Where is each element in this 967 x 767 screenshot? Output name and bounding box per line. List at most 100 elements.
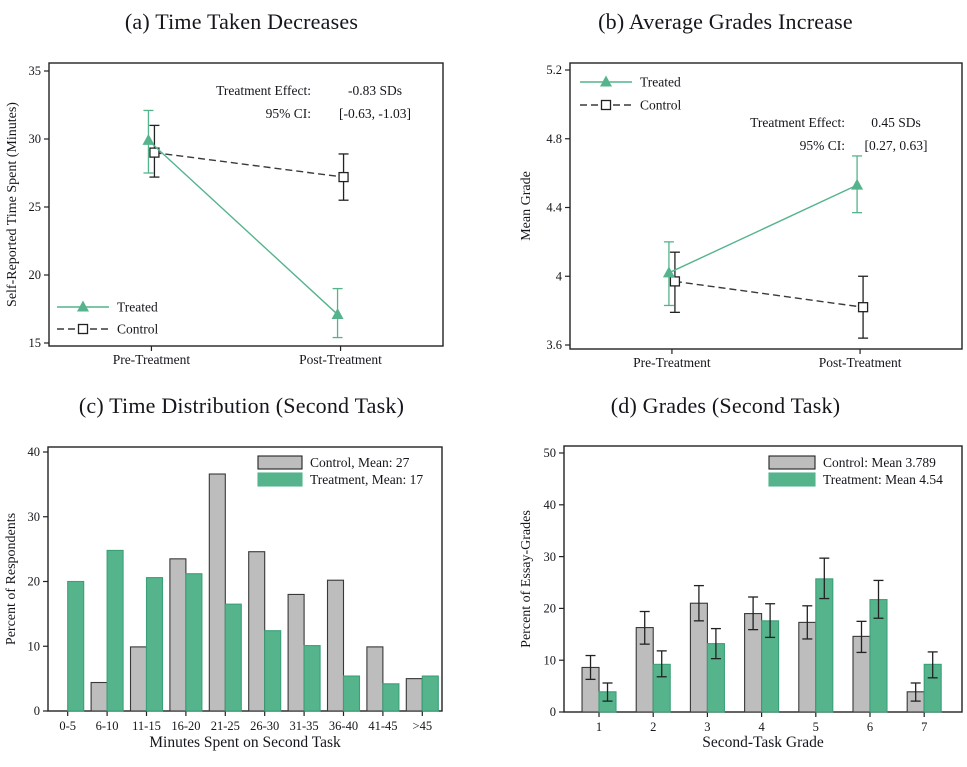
series-treated bbox=[662, 155, 864, 307]
legend: Treated Control bbox=[580, 75, 682, 113]
svg-text:3.6: 3.6 bbox=[546, 338, 562, 352]
panel-a-title: (a) Time Taken Decreases bbox=[124, 9, 359, 34]
svg-text:35: 35 bbox=[29, 64, 42, 78]
svg-text:Post-Treatment: Post-Treatment bbox=[819, 355, 902, 370]
svg-text:Post-Treatment: Post-Treatment bbox=[299, 352, 382, 367]
svg-text:40: 40 bbox=[544, 498, 557, 512]
svg-text:[0.27, 0.63]: [0.27, 0.63] bbox=[865, 138, 928, 153]
svg-text:2: 2 bbox=[650, 720, 656, 734]
svg-text:4: 4 bbox=[556, 269, 563, 283]
panel-c: (c) Time Distribution (Second Task) 0 10 2… bbox=[0, 384, 483, 767]
svg-text:21-25: 21-25 bbox=[211, 719, 240, 733]
panel-d-chart: 0 10 20 30 40 50 Percent of Essay-Grades 1 2 3 4 5 6… bbox=[519, 445, 963, 751]
svg-text:0: 0 bbox=[34, 704, 40, 718]
svg-text:Treated: Treated bbox=[640, 75, 681, 90]
svg-text:Percent of Respondents: Percent of Respondents bbox=[4, 513, 19, 645]
svg-text:10: 10 bbox=[28, 639, 41, 653]
svg-text:-0.83 SDs: -0.83 SDs bbox=[348, 83, 402, 98]
svg-text:5.2: 5.2 bbox=[546, 63, 562, 77]
svg-text:Mean Grade: Mean Grade bbox=[519, 171, 534, 241]
svg-text:Treatment, Mean: 17: Treatment, Mean: 17 bbox=[310, 472, 423, 487]
svg-text:20: 20 bbox=[29, 268, 42, 282]
svg-text:4.4: 4.4 bbox=[546, 201, 562, 215]
svg-text:>45: >45 bbox=[413, 719, 433, 733]
svg-text:0-5: 0-5 bbox=[59, 719, 76, 733]
svg-text:5: 5 bbox=[813, 720, 819, 734]
svg-text:Control: Mean 3.789: Control: Mean 3.789 bbox=[823, 455, 936, 470]
svg-text:Treated: Treated bbox=[117, 300, 158, 315]
svg-text:1: 1 bbox=[596, 720, 602, 734]
svg-text:16-20: 16-20 bbox=[171, 719, 200, 733]
legend: Control: Mean 3.789 Treatment: Mean 4.54 bbox=[768, 455, 943, 487]
svg-text:Percent of Essay-Grades: Percent of Essay-Grades bbox=[519, 510, 534, 648]
svg-text:20: 20 bbox=[544, 602, 557, 616]
bars-control bbox=[581, 602, 925, 713]
svg-text:Pre-Treatment: Pre-Treatment bbox=[633, 355, 711, 370]
svg-text:Control: Control bbox=[117, 322, 159, 337]
y-axis: 15 20 25 30 35 Self-Reported Time Spent (Minu… bbox=[5, 64, 49, 350]
svg-text:30: 30 bbox=[28, 510, 41, 524]
series-control bbox=[669, 251, 869, 339]
x-axis: 0-5 6-10 11-15 16-20 21-25 26-30 31-35 36-40 41-… bbox=[59, 711, 432, 751]
legend: Control, Mean: 27 Treatment, Mean: 17 bbox=[257, 455, 423, 487]
plot-frame bbox=[569, 62, 963, 350]
annotation: Treatment Effect: -0.83 SDs 95% CI: [-0.63,… bbox=[216, 83, 411, 121]
svg-text:95% CI:: 95% CI: bbox=[800, 138, 845, 153]
svg-text:Pre-Treatment: Pre-Treatment bbox=[113, 352, 191, 367]
panel-b: (b) Average Grades Increase 3.6 4 4.4 4.8 5.… bbox=[484, 0, 967, 383]
svg-text:6: 6 bbox=[867, 720, 873, 734]
svg-text:7: 7 bbox=[921, 720, 927, 734]
panel-a: (a) Time Taken Decreases 15 20 25 30 35 Self-… bbox=[0, 0, 483, 383]
svg-text:0.45 SDs: 0.45 SDs bbox=[871, 115, 921, 130]
panel-a-chart: 15 20 25 30 35 Self-Reported Time Spent (Minu… bbox=[5, 62, 444, 367]
panel-b-title: (b) Average Grades Increase bbox=[598, 9, 853, 34]
svg-text:4.8: 4.8 bbox=[546, 132, 562, 146]
svg-text:95% CI:: 95% CI: bbox=[266, 106, 311, 121]
svg-text:Self-Reported Time Spent (Minu: Self-Reported Time Spent (Minutes) bbox=[5, 102, 20, 307]
svg-text:41-45: 41-45 bbox=[368, 719, 397, 733]
bars-control bbox=[90, 473, 423, 712]
svg-text:15: 15 bbox=[29, 336, 42, 350]
svg-text:30: 30 bbox=[544, 550, 557, 564]
y-axis: 0 10 20 30 40 Percent of Respondents bbox=[4, 445, 48, 718]
svg-text:10: 10 bbox=[544, 653, 557, 667]
series-control bbox=[149, 124, 349, 201]
svg-text:3: 3 bbox=[704, 720, 710, 734]
svg-text:25: 25 bbox=[29, 200, 42, 214]
svg-text:50: 50 bbox=[544, 446, 557, 460]
svg-text:Second-Task Grade: Second-Task Grade bbox=[702, 734, 824, 751]
error-bars-control bbox=[585, 584, 921, 702]
x-axis: Pre-Treatment Post-Treatment bbox=[633, 349, 902, 370]
error-bars-treatment bbox=[602, 557, 938, 702]
svg-text:Control: Control bbox=[640, 98, 682, 113]
y-axis: 3.6 4 4.4 4.8 5.2 Mean Grade bbox=[519, 63, 570, 352]
svg-text:Treatment Effect:: Treatment Effect: bbox=[750, 115, 845, 130]
svg-text:Control, Mean: 27: Control, Mean: 27 bbox=[310, 455, 410, 470]
svg-text:0: 0 bbox=[550, 705, 556, 719]
x-axis: 1 2 3 4 5 6 7 Second-Task Grade bbox=[596, 712, 927, 751]
panel-c-chart: 0 10 20 30 40 Percent of Respondents 0-5 6-10 11… bbox=[4, 445, 443, 751]
svg-text:4: 4 bbox=[758, 720, 765, 734]
y-axis: 0 10 20 30 40 50 Percent of Essay-Grades bbox=[519, 446, 564, 719]
svg-text:[-0.63, -1.03]: [-0.63, -1.03] bbox=[339, 106, 411, 121]
svg-text:31-35: 31-35 bbox=[290, 719, 319, 733]
svg-text:40: 40 bbox=[28, 445, 41, 459]
svg-text:26-30: 26-30 bbox=[250, 719, 279, 733]
panel-d: (d) Grades (Second Task) 0 10 20 30 40 50 Perc… bbox=[484, 384, 967, 767]
legend: Treated Control bbox=[57, 300, 159, 337]
panel-d-title: (d) Grades (Second Task) bbox=[610, 393, 841, 418]
panel-c-title: (c) Time Distribution (Second Task) bbox=[78, 393, 405, 418]
svg-text:36-40: 36-40 bbox=[329, 719, 358, 733]
annotation: Treatment Effect: 0.45 SDs 95% CI: [0.27, 0… bbox=[750, 115, 927, 153]
plot-frame bbox=[48, 62, 444, 347]
series-treated bbox=[142, 109, 344, 339]
bars-treatment bbox=[67, 549, 439, 712]
svg-text:20: 20 bbox=[28, 575, 41, 589]
svg-text:30: 30 bbox=[29, 132, 42, 146]
svg-text:6-10: 6-10 bbox=[96, 719, 119, 733]
svg-text:Minutes Spent on Second Task: Minutes Spent on Second Task bbox=[149, 734, 341, 751]
svg-text:11-15: 11-15 bbox=[132, 719, 161, 733]
svg-text:Treatment Effect:: Treatment Effect: bbox=[216, 83, 311, 98]
plot-frame bbox=[47, 446, 443, 712]
